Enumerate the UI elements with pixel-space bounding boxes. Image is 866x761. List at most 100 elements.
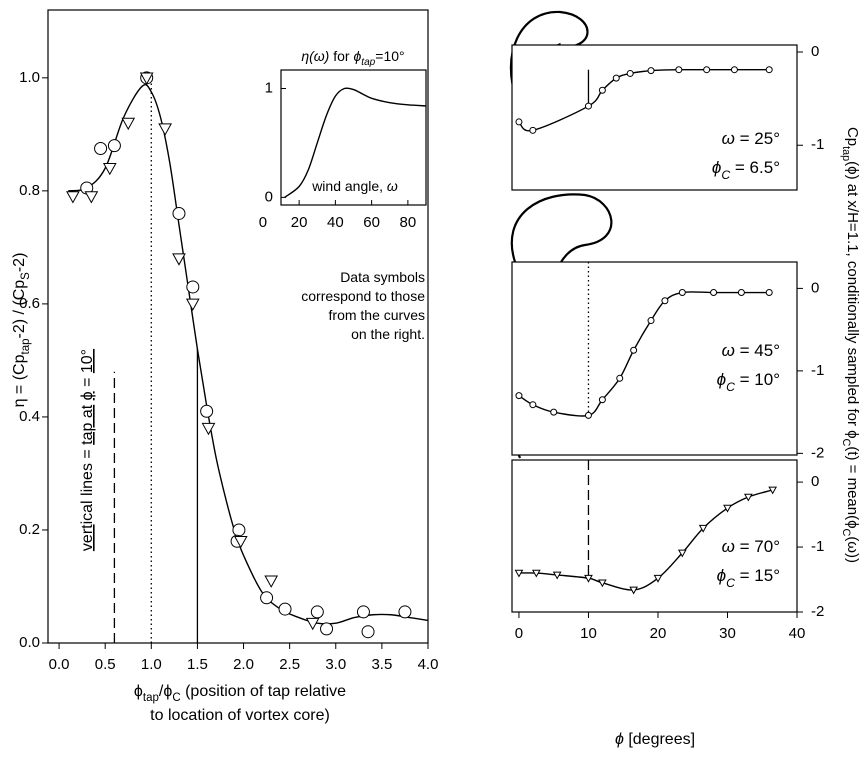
data-point [723,504,732,513]
text-part: η = (Cp [11,354,28,407]
data-point [647,67,655,75]
x-tick-label: 80 [400,214,417,231]
x-tick-label: 40 [327,214,344,231]
x-tick-label: 4.0 [418,656,439,673]
data-point [765,66,773,74]
data-point [677,549,687,558]
data-point [515,118,523,126]
data-point [94,141,108,155]
label: ϕC = 10° [717,370,780,394]
x-tick-label: 20 [650,625,667,642]
curve [68,83,429,625]
text-part: ω [722,341,735,360]
data-point [675,66,683,74]
label: wind angle, ω [311,178,398,194]
x-tick-label: 0.5 [95,656,116,673]
text-part: for [329,48,353,64]
label: ϕC = 15° [717,566,780,590]
data-point [121,117,136,131]
data-point [584,411,592,419]
text-part: ϕ [134,683,143,700]
data-point [598,579,607,588]
data-point [305,617,320,631]
text-part: = 10° [735,370,780,389]
text-part: correspond to those [301,288,425,304]
label: on the right. [351,326,425,342]
text-part: /ϕ [159,683,172,700]
data-point [598,86,606,94]
text-part: to location of vortex core) [150,707,330,724]
y-tick-label: 0.4 [19,408,40,425]
y-tick-label: 0.8 [19,182,40,199]
text-part: -2) / (Cp [11,280,28,339]
text-part: =10° [375,48,404,64]
text-part: vert [79,524,96,551]
label: ω = 70° [722,537,780,556]
x-tick-label: 10 [580,625,597,642]
data-point [629,586,638,595]
data-point [158,123,172,136]
data-point [765,289,773,297]
text-part: ϕ [717,566,726,585]
text-part: = 70° [735,537,780,556]
text-part: ical lines = [79,445,96,525]
data-point [310,605,324,619]
text-part: S [20,272,32,280]
x-tick-label: 3.0 [325,656,346,673]
text-part: ϕ [712,158,721,177]
data-point [102,162,117,176]
data-point [647,317,655,325]
data-point [264,575,279,588]
x-tick-label: 0 [259,214,267,231]
text-part: = 45° [735,341,780,360]
label: Cptap(ϕ) at x/H=1.1, conditionally sampl… [840,127,861,563]
y-tick-label: -1 [811,136,824,153]
data-point [550,408,558,416]
data-point [616,374,624,382]
data-point [661,297,669,305]
data-point [172,253,186,266]
data-point [66,191,80,204]
data-point [172,206,186,220]
data-point [107,139,121,153]
text-part: [degrees] [624,731,695,748]
text-part: ω [722,129,735,148]
wind-arrow [510,193,613,281]
data-point [200,404,214,418]
data-point [768,486,778,495]
data-point [139,72,154,85]
y-tick-label: -2 [811,603,824,620]
text-part: 10° [79,349,96,373]
x-tick-label: 1.5 [187,656,208,673]
x-tick-label: 20 [291,214,308,231]
text-part: -2) [11,253,28,273]
data-point [529,401,537,409]
x-tick-label: 60 [363,214,380,231]
text-part: tap [143,692,159,704]
text-part: = 25° [735,129,780,148]
data-point [278,602,292,616]
text-part: ϕ [615,731,624,748]
data-point [185,298,200,311]
x-tick-label: 30 [719,625,736,642]
data-point [398,605,412,619]
y-tick-label: 1.0 [19,69,40,86]
x-tick-label: 1.0 [141,656,162,673]
text-part: tap [361,57,375,68]
x-tick-label: 0.0 [49,656,70,673]
label: ϕtap/ϕC (position of tap relative [134,683,346,704]
label: correspond to those [301,288,425,304]
text-part: C [840,439,852,447]
data-point [584,102,592,110]
data-point [612,74,620,82]
data-point [710,289,718,297]
data-point [529,126,537,134]
plot-frame [280,69,427,206]
text-part: (ω)) [844,536,861,563]
y-tick-label: 0.6 [19,295,40,312]
text-part: (t) = mean(ϕ [844,446,861,528]
data-point [233,535,248,549]
data-point [84,191,99,204]
